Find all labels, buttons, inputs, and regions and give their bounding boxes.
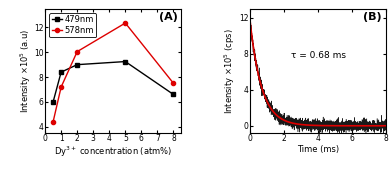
Text: (B): (B) xyxy=(363,12,382,22)
X-axis label: Dy$^{3+}$ concentration (atm%): Dy$^{3+}$ concentration (atm%) xyxy=(54,145,172,159)
578nm xyxy=(51,121,55,123)
479nm xyxy=(123,61,128,63)
Text: (A): (A) xyxy=(158,12,178,22)
578nm xyxy=(75,51,80,53)
Y-axis label: Intensity ×10$^{5}$ (cps): Intensity ×10$^{5}$ (cps) xyxy=(223,28,238,114)
Line: 479nm: 479nm xyxy=(51,60,176,104)
479nm xyxy=(171,93,176,96)
479nm xyxy=(51,101,55,103)
479nm xyxy=(59,71,64,73)
Text: τ = 0.68 ms: τ = 0.68 ms xyxy=(290,51,346,61)
578nm xyxy=(171,82,176,84)
578nm xyxy=(59,86,64,88)
578nm xyxy=(123,22,128,24)
Line: 578nm: 578nm xyxy=(51,21,176,124)
X-axis label: Time (ms): Time (ms) xyxy=(297,145,339,154)
Y-axis label: Intensity ×10$^{5}$ (a.u): Intensity ×10$^{5}$ (a.u) xyxy=(18,29,33,113)
Legend: 479nm, 578nm: 479nm, 578nm xyxy=(49,13,96,37)
479nm xyxy=(75,64,80,66)
